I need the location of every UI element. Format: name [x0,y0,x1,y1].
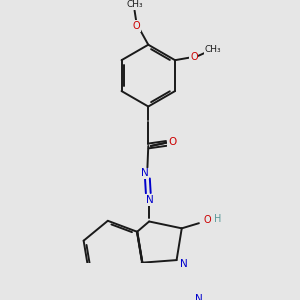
Text: O: O [204,215,211,225]
Text: N: N [146,195,154,205]
Text: H: H [214,214,221,224]
Text: CH₃: CH₃ [205,45,221,54]
Text: CH₃: CH₃ [126,0,143,9]
Text: N: N [180,260,187,269]
Text: N: N [141,168,149,178]
Text: O: O [168,137,176,147]
Text: N: N [195,294,203,300]
Text: O: O [190,52,198,62]
Text: O: O [133,21,140,31]
